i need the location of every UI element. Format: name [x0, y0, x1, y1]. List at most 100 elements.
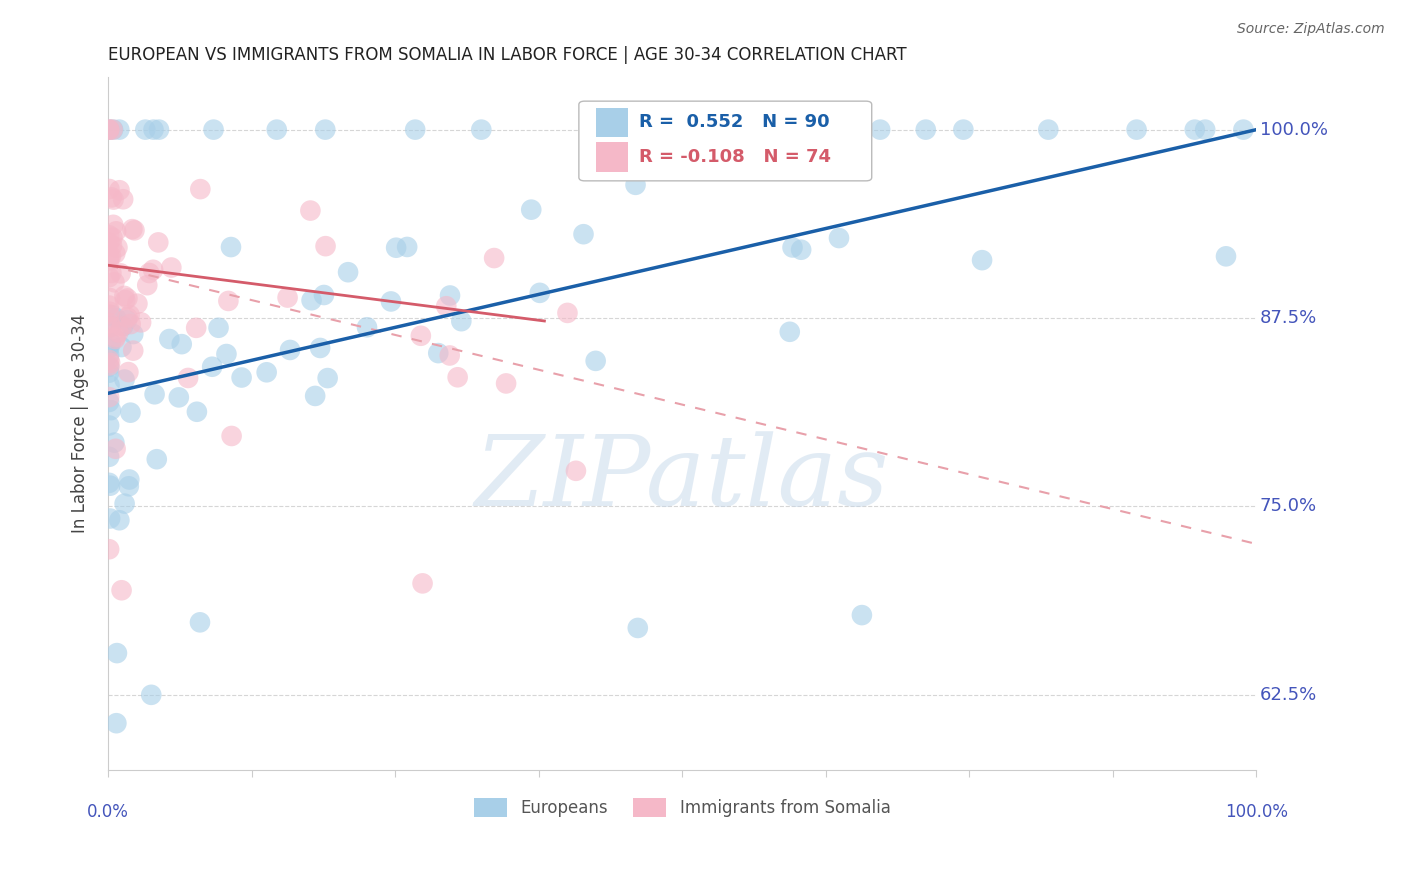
Point [101, 239, 124, 253]
Point [111, 319, 134, 334]
Point [98, 299, 121, 313]
Point [136, 278, 159, 293]
Legend: Europeans, Immigrants from Somalia: Europeans, Immigrants from Somalia [467, 791, 897, 824]
Point [101, 308, 124, 322]
Point [779, 325, 801, 339]
Point [124, 223, 146, 237]
Text: 100.0%: 100.0% [1225, 803, 1288, 822]
Point [98, 450, 121, 464]
Text: 87.5%: 87.5% [1260, 309, 1317, 327]
Point [434, 299, 457, 313]
Point [278, 343, 301, 357]
Text: 0.0%: 0.0% [87, 803, 129, 822]
Point [104, 442, 127, 456]
Point [970, 253, 993, 268]
Point [316, 371, 339, 385]
Point [100, 336, 122, 351]
Text: EUROPEAN VS IMMIGRANTS FROM SOMALIA IN LABOR FORCE | AGE 30-34 CORRELATION CHART: EUROPEAN VS IMMIGRANTS FROM SOMALIA IN L… [108, 46, 907, 64]
Point [120, 317, 142, 331]
Point [115, 313, 138, 327]
Point [134, 122, 156, 136]
Point [627, 621, 650, 635]
Point [277, 291, 299, 305]
Point [142, 262, 165, 277]
Point [624, 178, 647, 192]
Point [101, 122, 124, 136]
Point [167, 390, 190, 404]
Point [112, 289, 135, 303]
Point [114, 372, 136, 386]
Point [98, 353, 121, 368]
Point [565, 464, 588, 478]
Point [98, 228, 121, 243]
Point [110, 583, 132, 598]
Point [221, 429, 243, 443]
Point [105, 646, 128, 660]
Text: R = -0.108   N = 74: R = -0.108 N = 74 [638, 148, 831, 166]
Point [557, 306, 579, 320]
Point [188, 182, 211, 196]
Point [98, 359, 121, 373]
Point [412, 576, 434, 591]
Point [143, 387, 166, 401]
Point [207, 320, 229, 334]
Point [108, 183, 131, 197]
Point [160, 260, 183, 275]
Point [101, 230, 124, 244]
Point [138, 266, 160, 280]
Point [470, 122, 492, 136]
Point [1184, 122, 1206, 136]
Point [108, 122, 131, 136]
Point [100, 320, 122, 334]
Text: Source: ZipAtlas.com: Source: ZipAtlas.com [1237, 22, 1385, 37]
Point [103, 435, 125, 450]
Point [104, 332, 127, 346]
Point [98, 478, 121, 492]
Point [118, 473, 141, 487]
Point [495, 376, 517, 391]
Point [114, 497, 136, 511]
Point [385, 241, 408, 255]
Point [529, 285, 551, 300]
Point [145, 452, 167, 467]
Point [103, 193, 125, 207]
Point [869, 122, 891, 136]
Point [315, 239, 337, 253]
Point [100, 403, 122, 417]
Point [114, 293, 136, 307]
Point [1194, 122, 1216, 136]
Point [98, 304, 121, 318]
FancyBboxPatch shape [579, 101, 872, 181]
Point [439, 349, 461, 363]
Point [107, 240, 129, 254]
Point [142, 122, 165, 136]
Point [105, 716, 128, 731]
Point [157, 332, 180, 346]
Point [101, 122, 124, 136]
Point [100, 249, 122, 263]
Point [127, 296, 149, 310]
Text: ZIPatlas: ZIPatlas [475, 431, 890, 526]
Point [450, 314, 472, 328]
Text: 62.5%: 62.5% [1260, 686, 1317, 704]
Point [110, 266, 132, 280]
Point [409, 328, 432, 343]
Point [103, 218, 125, 232]
Point [122, 326, 145, 341]
Point [148, 235, 170, 250]
Point [1215, 249, 1237, 263]
Text: 75.0%: 75.0% [1260, 498, 1317, 516]
Point [439, 288, 461, 302]
Point [98, 250, 121, 264]
Point [122, 343, 145, 358]
Point [118, 479, 141, 493]
Point [520, 202, 543, 217]
Point [299, 203, 322, 218]
Point [782, 240, 804, 254]
Point [118, 308, 141, 322]
FancyBboxPatch shape [596, 108, 628, 137]
Point [202, 122, 225, 136]
Point [231, 370, 253, 384]
Point [103, 275, 125, 289]
Point [186, 321, 208, 335]
